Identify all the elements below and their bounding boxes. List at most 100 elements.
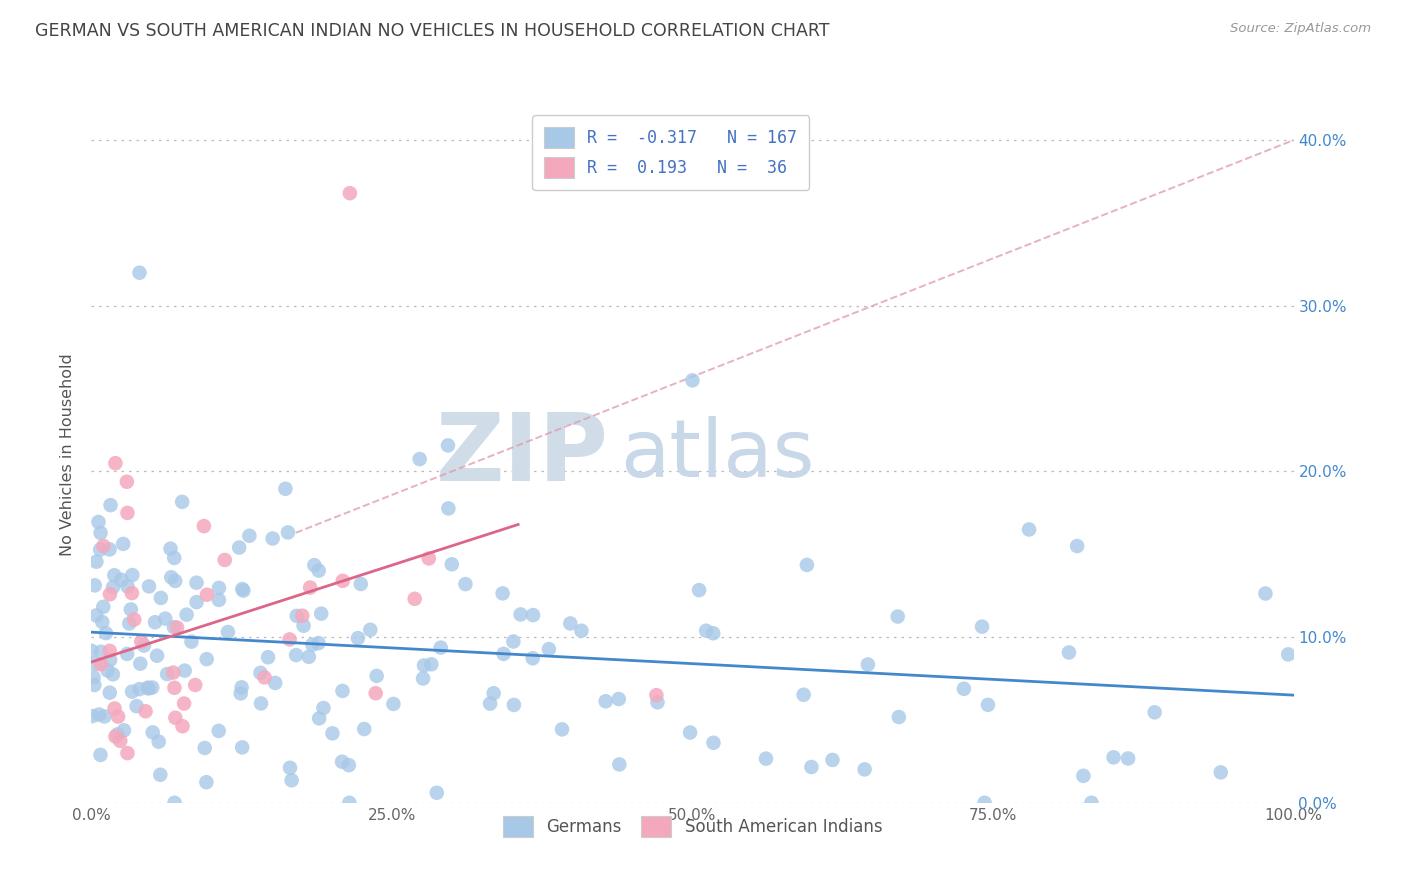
Point <box>103 568 125 582</box>
Point <box>249 665 271 680</box>
Point <box>135 704 157 718</box>
Point <box>291 608 314 623</box>
Point <box>755 752 778 766</box>
Point <box>146 648 169 663</box>
Point <box>173 664 195 678</box>
Text: GERMAN VS SOUTH AMERICAN INDIAN NO VEHICLES IN HOUSEHOLD CORRELATION CHART: GERMAN VS SOUTH AMERICAN INDIAN NO VEHIC… <box>35 22 830 40</box>
Point <box>122 613 145 627</box>
Point <box>156 667 179 681</box>
Point <box>98 542 121 557</box>
Point <box>97 664 120 678</box>
Point <box>104 456 127 470</box>
Point <box>492 647 515 661</box>
Point <box>1254 586 1277 600</box>
Point <box>208 593 231 607</box>
Point <box>117 506 139 520</box>
Point <box>571 624 593 638</box>
Point <box>695 624 717 638</box>
Point <box>163 796 186 810</box>
Point <box>84 608 107 623</box>
Point <box>420 657 443 672</box>
Point <box>165 574 187 588</box>
Point <box>229 686 252 700</box>
Point <box>83 678 105 692</box>
Point <box>231 582 253 596</box>
Point <box>98 587 121 601</box>
Point <box>104 730 127 744</box>
Point <box>142 725 165 739</box>
Point <box>607 757 630 772</box>
Point <box>117 746 139 760</box>
Point <box>110 734 132 748</box>
Point <box>853 763 876 777</box>
Point <box>84 657 107 671</box>
Point <box>172 495 194 509</box>
Point <box>165 711 187 725</box>
Point <box>679 725 702 739</box>
Point <box>595 694 617 708</box>
Point <box>86 555 108 569</box>
Point <box>89 747 111 762</box>
Point <box>193 519 215 533</box>
Point <box>231 740 253 755</box>
Point <box>408 452 430 467</box>
Point <box>138 579 160 593</box>
Point <box>304 558 326 573</box>
Point <box>339 186 361 201</box>
Point <box>121 586 143 600</box>
Point <box>162 665 184 680</box>
Point <box>337 758 360 772</box>
Point <box>195 588 218 602</box>
Point <box>208 581 231 595</box>
Point <box>347 631 370 645</box>
Point <box>217 625 239 640</box>
Point <box>143 615 166 630</box>
Point <box>82 709 104 723</box>
Point <box>159 541 181 556</box>
Y-axis label: No Vehicles in Household: No Vehicles in Household <box>60 353 76 557</box>
Point <box>364 686 387 700</box>
Point <box>366 669 388 683</box>
Point <box>886 609 908 624</box>
Point <box>208 723 231 738</box>
Point <box>91 615 114 629</box>
Point <box>440 558 463 572</box>
Point <box>98 653 121 667</box>
Point <box>1143 706 1166 720</box>
Point <box>1277 648 1299 662</box>
Point <box>522 608 544 623</box>
Point <box>231 681 253 695</box>
Point <box>100 498 122 512</box>
Point <box>214 553 236 567</box>
Point <box>800 760 823 774</box>
Point <box>121 684 143 698</box>
Point <box>702 626 724 640</box>
Point <box>90 657 112 672</box>
Point <box>681 373 703 387</box>
Point <box>132 639 155 653</box>
Point <box>350 577 373 591</box>
Point <box>107 709 129 723</box>
Point <box>856 657 879 672</box>
Point <box>1209 765 1232 780</box>
Point <box>429 640 451 655</box>
Point <box>160 570 183 584</box>
Point <box>299 581 322 595</box>
Point <box>332 574 354 588</box>
Point <box>87 707 110 722</box>
Point <box>522 651 544 665</box>
Point <box>98 644 121 658</box>
Legend: Germans, South American Indians: Germans, South American Indians <box>496 810 889 843</box>
Point <box>645 688 668 702</box>
Point <box>125 699 148 714</box>
Point <box>232 583 254 598</box>
Point <box>238 529 260 543</box>
Point <box>91 599 114 614</box>
Point <box>973 796 995 810</box>
Point <box>250 697 273 711</box>
Point <box>308 564 330 578</box>
Point <box>194 741 217 756</box>
Point <box>502 634 524 648</box>
Point <box>112 723 135 738</box>
Point <box>953 681 976 696</box>
